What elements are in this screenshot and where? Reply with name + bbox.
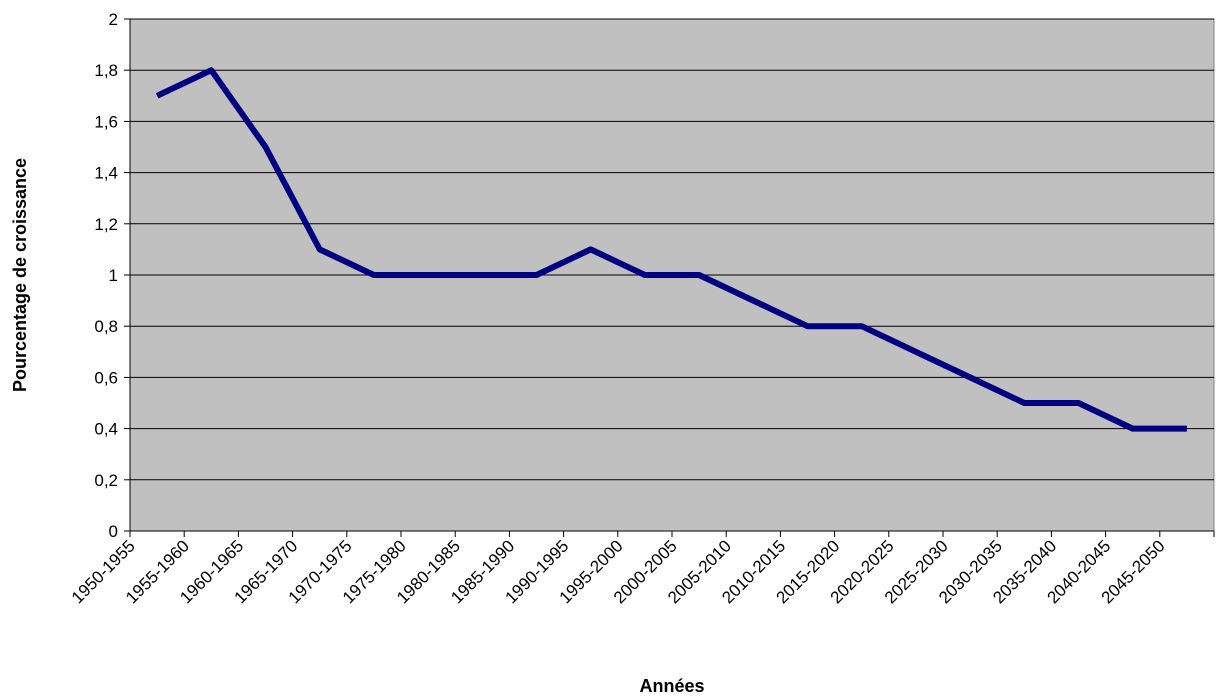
y-tick-label: 1,6 [94, 112, 118, 131]
series-line [155, 67, 1187, 432]
y-tick-label: 0,6 [94, 368, 118, 387]
y-tick-label: 1 [109, 266, 118, 285]
y-tick-label: 1,8 [94, 61, 118, 80]
y-tick-label: 1,2 [94, 215, 118, 234]
y-tick-label: 0 [109, 522, 118, 541]
axes [124, 18, 1215, 537]
y-tick-labels: 0 0,2 0,4 0,6 0,8 1 1,2 1,4 1,6 1,8 2 [94, 10, 118, 541]
gridlines [130, 18, 1214, 481]
y-axis-title: Pourcentage de croissance [10, 158, 30, 392]
y-tick-label: 2 [109, 10, 118, 29]
y-tick-label: 0,8 [94, 317, 118, 336]
x-axis-title: Années [639, 676, 704, 696]
y-tick-label: 0,2 [94, 471, 118, 490]
x-tick-labels: 1950-19551955-19601960-19651965-19701970… [68, 536, 1169, 607]
series-group [155, 67, 1187, 432]
y-tick-label: 1,4 [94, 164, 118, 183]
y-tick-label: 0,4 [94, 420, 118, 439]
